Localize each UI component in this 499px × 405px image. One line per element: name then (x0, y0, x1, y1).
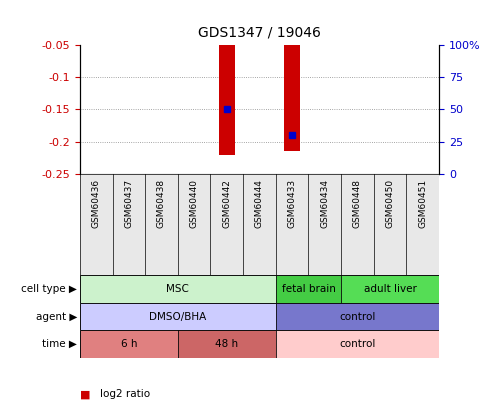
Text: GSM60433: GSM60433 (287, 179, 296, 228)
Bar (80, 303, 276, 330)
Text: cell type ▶: cell type ▶ (21, 284, 77, 294)
Text: GSM60442: GSM60442 (223, 179, 232, 228)
Text: GSM60440: GSM60440 (190, 179, 199, 228)
Text: agent ▶: agent ▶ (36, 312, 77, 322)
Text: log2 ratio: log2 ratio (100, 390, 150, 399)
Text: fetal brain: fetal brain (281, 284, 335, 294)
Text: GSM60444: GSM60444 (255, 179, 264, 228)
Bar (341, 275, 439, 303)
Text: adult liver: adult liver (364, 284, 417, 294)
Text: GSM60438: GSM60438 (157, 179, 166, 228)
Bar (80, 275, 276, 303)
Bar (284, 45, 300, 151)
Text: GSM60448: GSM60448 (353, 179, 362, 228)
Title: GDS1347 / 19046: GDS1347 / 19046 (198, 25, 321, 39)
Text: 6 h: 6 h (121, 339, 137, 349)
Bar (178, 330, 276, 358)
Text: ■: ■ (80, 390, 90, 399)
Text: GSM60451: GSM60451 (418, 179, 427, 228)
Text: GSM60436: GSM60436 (92, 179, 101, 228)
Bar (276, 275, 341, 303)
Text: GSM60434: GSM60434 (320, 179, 329, 228)
Text: 48 h: 48 h (215, 339, 239, 349)
Text: control: control (339, 339, 376, 349)
Text: time ▶: time ▶ (42, 339, 77, 349)
Bar (80, 330, 178, 358)
Text: control: control (339, 312, 376, 322)
Bar (276, 330, 439, 358)
Bar (276, 303, 439, 330)
Text: GSM60437: GSM60437 (124, 179, 133, 228)
Text: GSM60450: GSM60450 (386, 179, 395, 228)
Text: DMSO/BHA: DMSO/BHA (149, 312, 207, 322)
Text: MSC: MSC (166, 284, 189, 294)
Bar (219, 45, 235, 155)
